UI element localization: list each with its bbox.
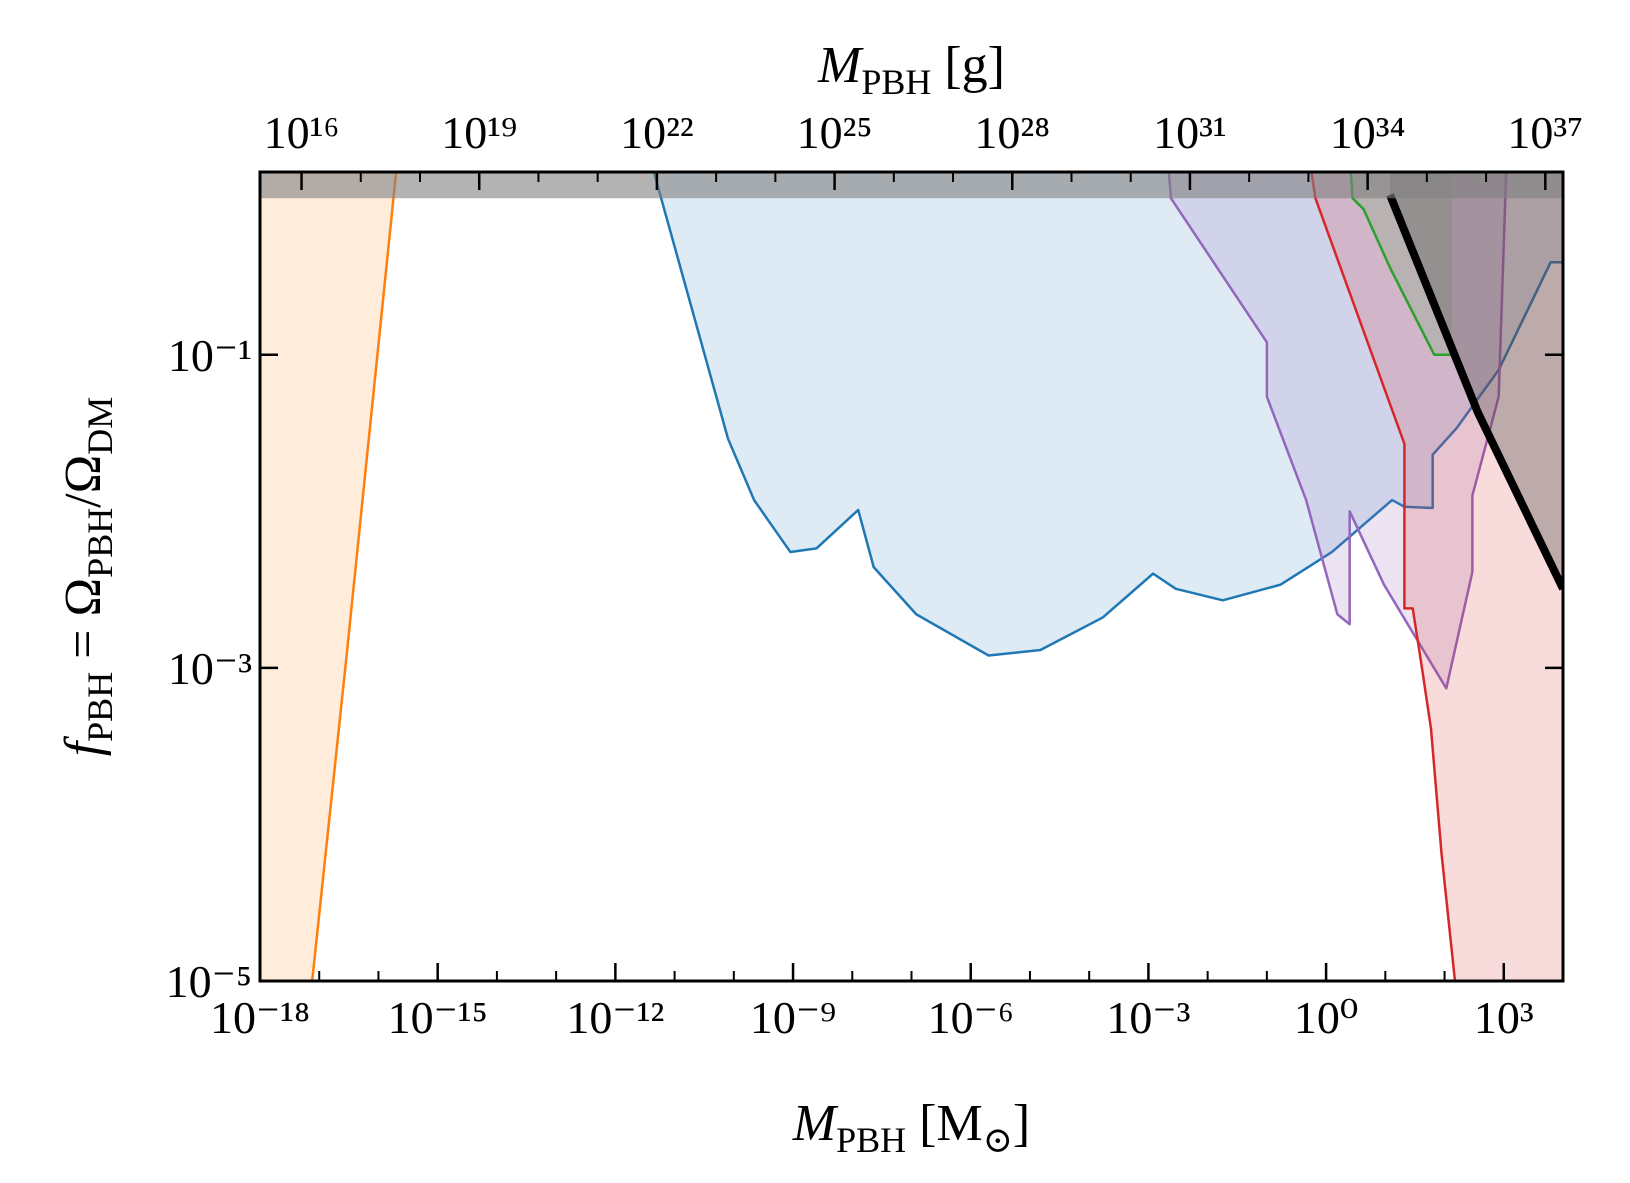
y-axis-label-part: = Ω: [55, 578, 112, 672]
y-axis-label: fPBH = ΩPBH/ΩDM: [55, 397, 120, 757]
constraint-region: [1350, 172, 1452, 355]
x-tick-label: 10⁻¹⁵: [388, 992, 488, 1043]
x-axis-label-part: [M: [906, 1095, 983, 1152]
x2-tick-label: 10³¹: [1153, 107, 1227, 158]
constraint-line: [652, 172, 1563, 657]
y-axis-label-part: DM: [80, 397, 120, 455]
x-axis-label: MPBH [M⊙]: [792, 1095, 1030, 1160]
constraint-line: [1167, 172, 1508, 690]
y-axis-label-part: PBH: [80, 672, 120, 742]
y-tick-label: 10⁻⁵: [166, 956, 252, 1007]
x2-axis-label-part: [g]: [931, 37, 1005, 94]
x2-tick-label: 10¹⁶: [264, 107, 340, 158]
x-axis-label-part: ]: [1013, 1095, 1030, 1152]
constraint-region: [1390, 172, 1563, 589]
x2-axis-label-part: PBH: [861, 62, 931, 102]
x2-tick-label: 10¹⁹: [441, 107, 517, 158]
constraint-region: [260, 172, 1563, 199]
x-tick-label: 10⁻⁹: [750, 992, 836, 1043]
constraint-line: [1310, 172, 1457, 981]
x2-axis-label: MPBH [g]: [817, 37, 1005, 102]
constraint-line: [1386, 193, 1563, 591]
x-tick-label: 10⁻¹²: [566, 992, 664, 1043]
x2-axis-label-part: M: [817, 37, 864, 94]
constraint-region: [653, 172, 1563, 656]
y-tick-label: 10⁻¹: [168, 330, 252, 381]
x-axis-label-part: M: [792, 1095, 839, 1152]
x-tick-label: 10³: [1474, 992, 1534, 1043]
x-axis-label-part: ⊙: [983, 1120, 1013, 1160]
y-tick-label: 10⁻³: [168, 643, 252, 694]
y-axis-label-part: PBH: [80, 508, 120, 578]
constraint-region: [1311, 172, 1563, 981]
x-tick-label: 10⁻⁶: [928, 992, 1014, 1043]
constraint-region: [1168, 172, 1507, 689]
x-tick-label: 10⁻³: [1106, 992, 1190, 1043]
x2-tick-label: 10³⁷: [1507, 107, 1583, 158]
x-axis-label-part: PBH: [836, 1120, 906, 1160]
x-tick-label: 10⁰: [1294, 992, 1358, 1043]
x2-tick-label: 10²⁸: [974, 107, 1050, 158]
x2-tick-label: 10³⁴: [1330, 107, 1406, 158]
x-tick-label: 10⁻¹⁸: [210, 992, 310, 1043]
constraint-region: [260, 172, 397, 981]
constraint-line: [310, 172, 398, 981]
x2-tick-label: 10²²: [620, 107, 694, 158]
x2-tick-label: 10²⁵: [797, 107, 873, 158]
y-axis-label-part: /Ω: [55, 455, 112, 508]
